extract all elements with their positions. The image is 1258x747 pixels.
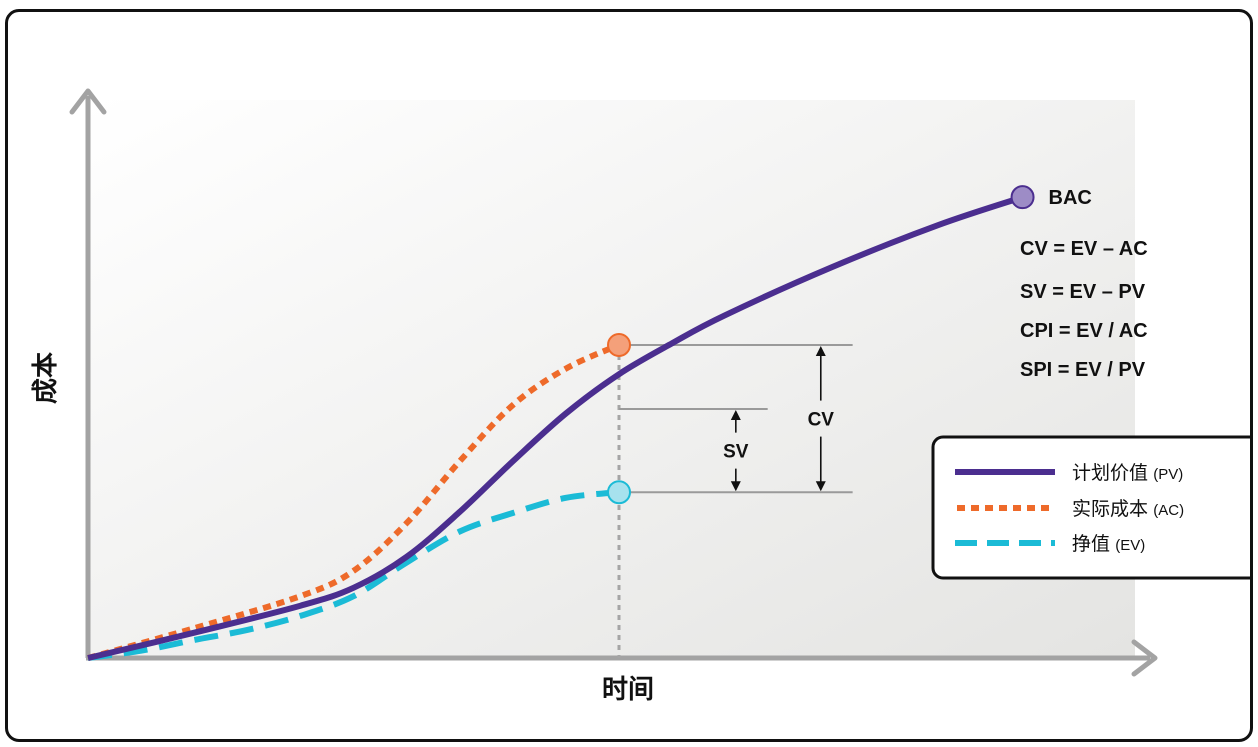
cv-arrowhead-bottom [815,481,826,492]
marker-ac_point [607,332,631,357]
legend-item-ac: 实际成本 (AC) [957,498,1184,520]
formula-spi: SPI = EV / PV [1020,359,1146,381]
cv-arrow: CV [808,345,835,492]
formulas: CV = EV – AC SV = EV – PV CPI = EV / AC … [1020,238,1148,381]
legend-label-ev: 挣值 (EV) [1072,533,1145,555]
cv-label: CV [808,410,835,431]
series-line-pv [87,194,1024,661]
legend: 计划价值 (PV) 实际成本 (AC) 挣值 (EV) [931,435,1250,580]
evm-chart: 成本 时间 CV SV BAC CV = EV – AC SV = EV – PV… [30,88,1250,704]
legend-label-pv: 计划价值 (PV) [1072,462,1183,484]
series-layer [87,194,1024,661]
chart-frame: 成本 时间 CV SV BAC CV = EV – AC SV = EV – PV… [5,9,1253,742]
marker-label-bac: BAC [1049,187,1092,209]
formula-cv: CV = EV – AC [1020,238,1148,260]
sv-label: SV [723,442,749,463]
series-line-ev [87,489,620,661]
y-axis-label: 成本 [30,352,60,404]
sv-arrow: SV [723,410,749,492]
markers-layer: BAC [607,185,1092,505]
formula-sv: SV = EV – PV [1020,281,1146,303]
legend-item-ev: 挣值 (EV) [955,533,1145,555]
marker-ev_point [607,480,631,505]
cv-arrowhead-top [815,345,826,356]
x-axis-arrow [1131,639,1158,677]
variance-guides: CV SV [617,343,853,658]
legend-item-pv: 计划价值 (PV) [955,462,1183,484]
legend-label-ac: 实际成本 (AC) [1072,498,1184,520]
sv-arrowhead-bottom [730,481,741,492]
sv-arrowhead-top [730,410,741,421]
y-axis-arrow [69,88,107,115]
marker-bac [1010,185,1035,210]
formula-cpi: CPI = EV / AC [1020,320,1148,342]
series-line-ac [87,342,621,661]
x-axis-label: 时间 [602,674,654,704]
